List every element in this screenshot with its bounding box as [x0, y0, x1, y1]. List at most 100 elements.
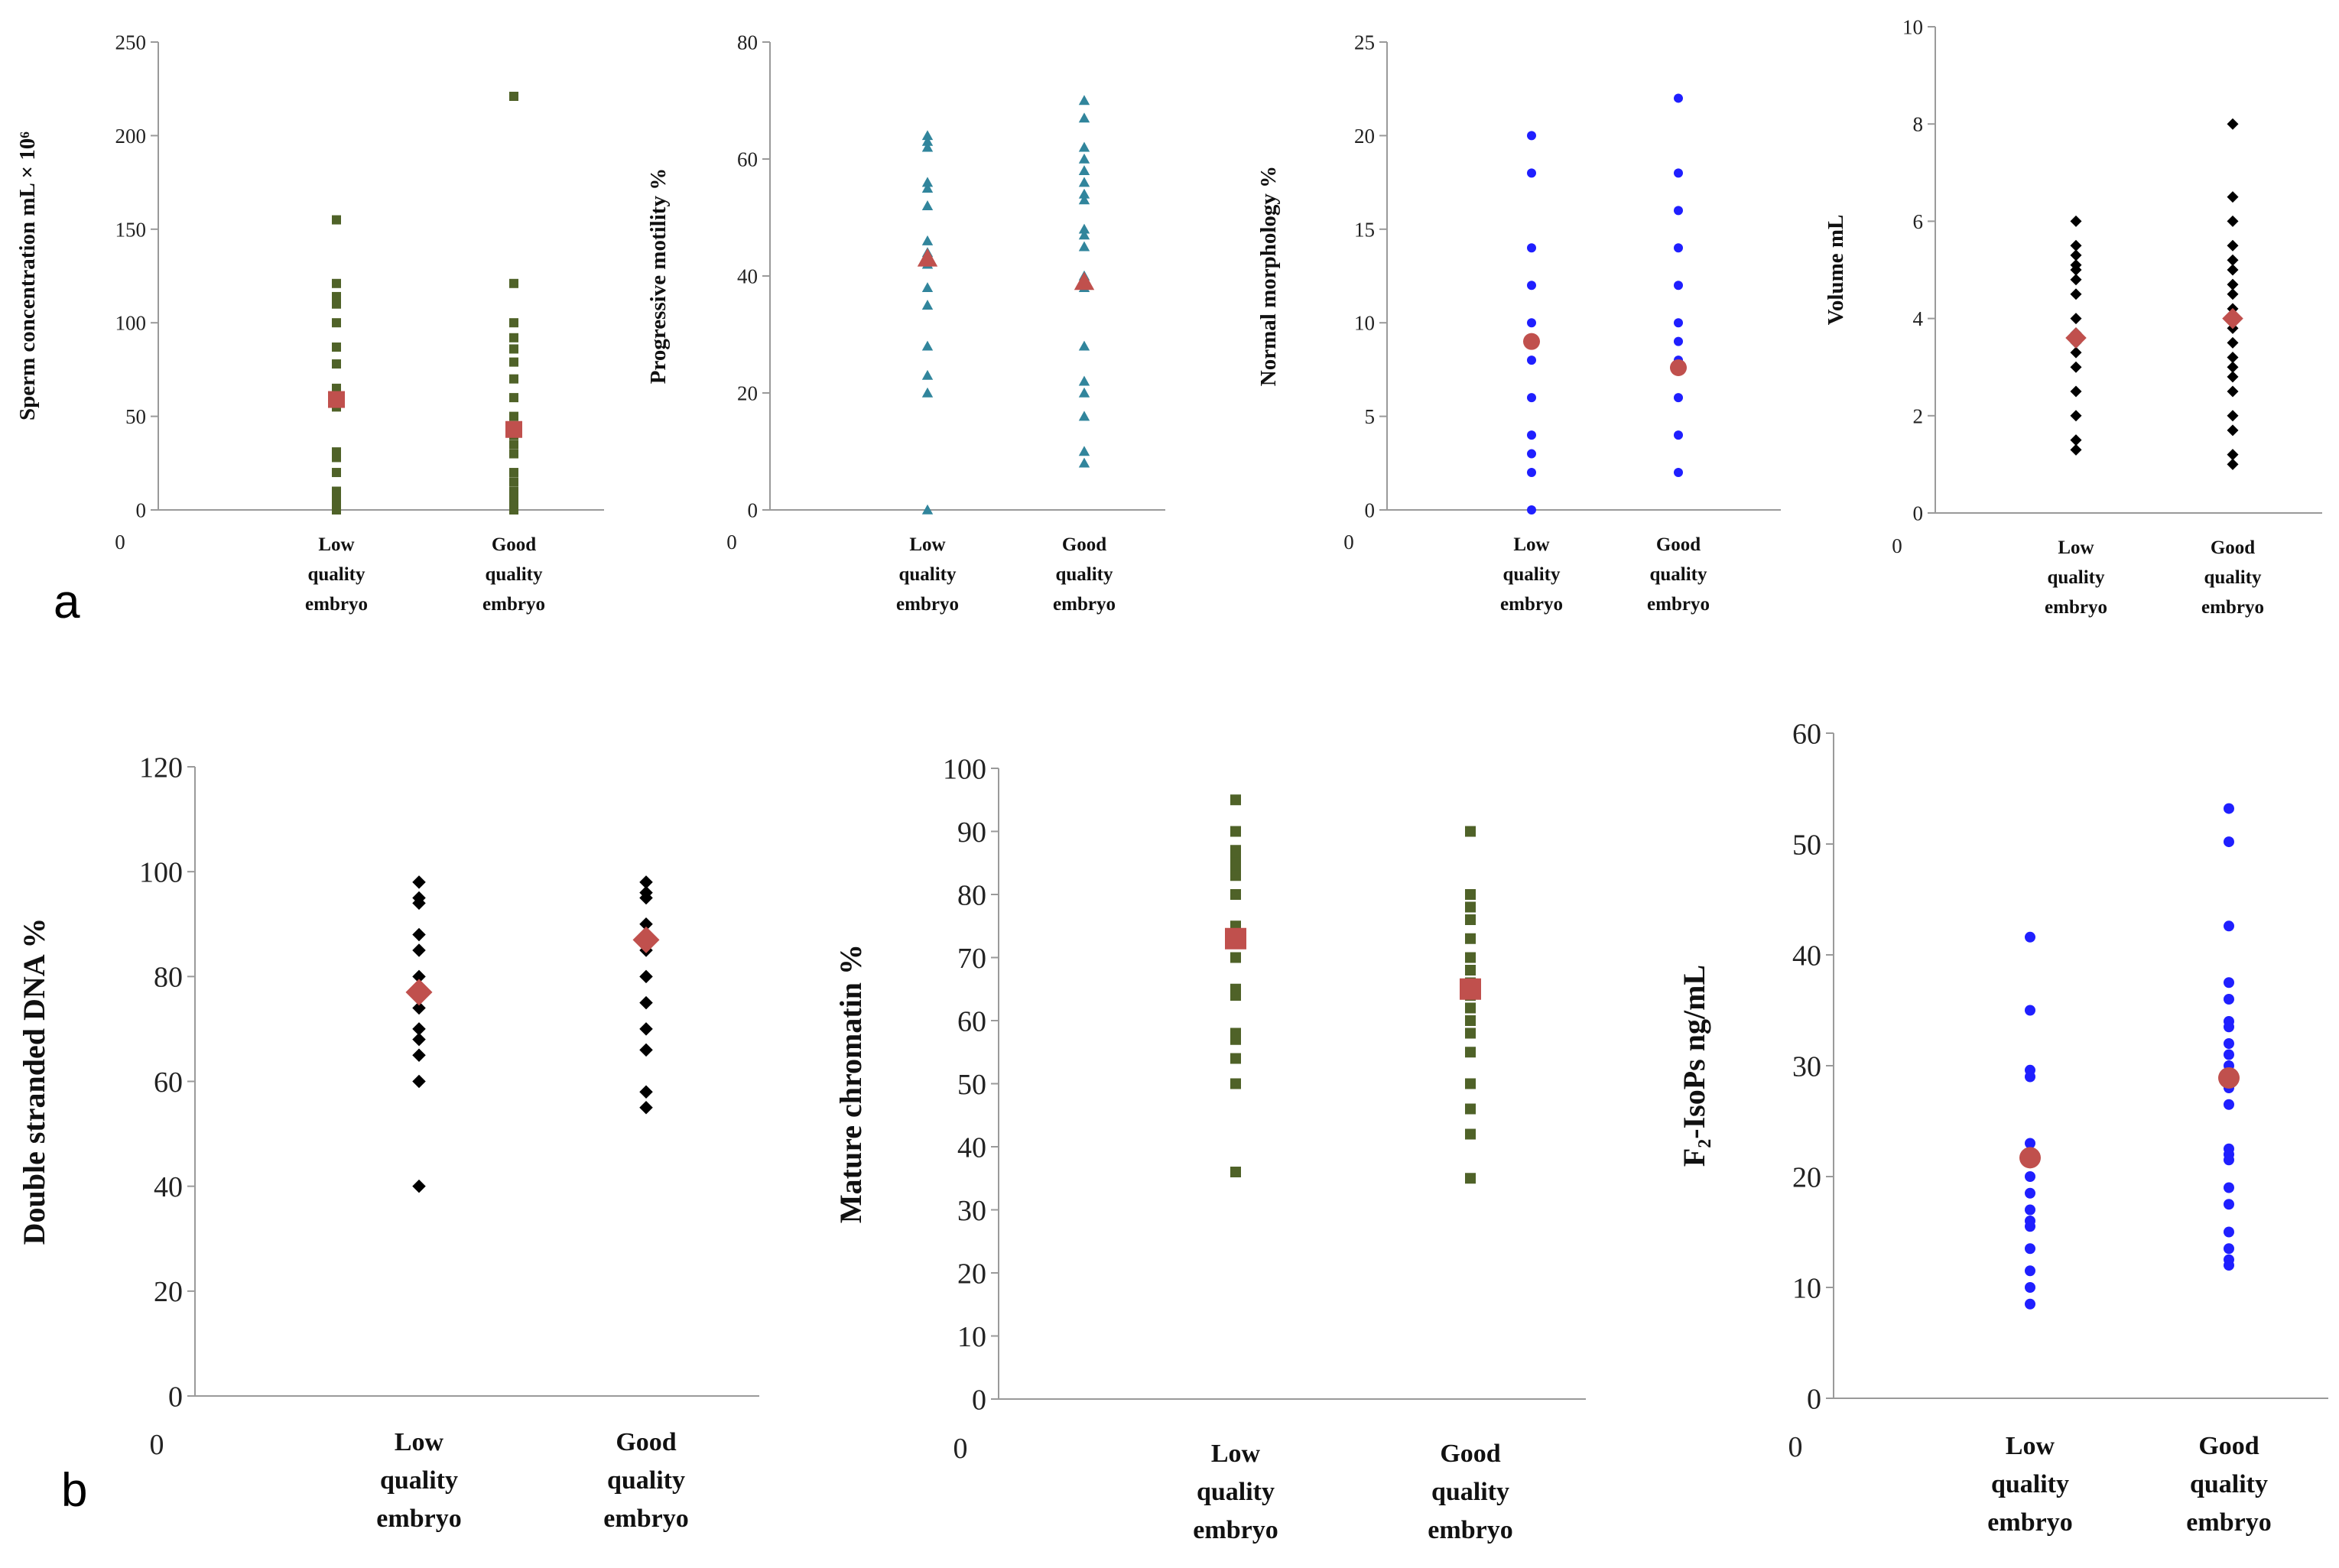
- data-point: [1230, 870, 1241, 881]
- data-point: [2070, 313, 2082, 325]
- category-label-low: embryo: [1193, 1516, 1278, 1544]
- y-tick-label: 0: [1913, 502, 1924, 524]
- data-point: [1527, 318, 1536, 328]
- category-label-good: quality: [1055, 564, 1113, 585]
- data-point: [1674, 393, 1683, 403]
- category-label-low: embryo: [1500, 594, 1563, 615]
- y-tick-label: 0: [136, 498, 147, 521]
- data-point: [2025, 1243, 2035, 1255]
- category-label-low: Low: [909, 534, 945, 555]
- y-tick-label: 6: [1913, 210, 1924, 233]
- data-point: [639, 1085, 653, 1099]
- data-point: [1078, 177, 1090, 187]
- data-point: [332, 299, 341, 309]
- data-point: [2224, 803, 2234, 814]
- x-origin-label: 0: [115, 531, 125, 554]
- data-point: [1230, 826, 1241, 837]
- data-point: [921, 183, 934, 193]
- data-point: [332, 383, 341, 393]
- category-label-good: embryo: [2186, 1508, 2271, 1537]
- category-label-good: quality: [2204, 567, 2262, 588]
- y-tick-label: 250: [115, 31, 147, 54]
- y-tick-label: 20: [1792, 1161, 1821, 1193]
- data-point: [2224, 1199, 2234, 1210]
- y-tick-label: 50: [1792, 829, 1821, 861]
- data-point: [1527, 243, 1536, 253]
- data-point: [2224, 1049, 2234, 1060]
- y-tick-label: 100: [943, 753, 986, 785]
- data-point: [2227, 264, 2239, 276]
- data-point: [412, 1032, 426, 1047]
- series-low: [332, 215, 341, 515]
- category-label-good: embryo: [1647, 594, 1710, 615]
- y-tick-label: 0: [1807, 1383, 1821, 1415]
- x-origin-label: 0: [150, 1429, 164, 1461]
- data-point: [1078, 229, 1090, 240]
- data-point: [1527, 505, 1536, 515]
- data-point: [1078, 112, 1090, 123]
- mean-marker-low: [328, 391, 345, 408]
- data-point: [332, 291, 341, 301]
- series-good: [1674, 93, 1683, 478]
- data-point: [509, 411, 518, 421]
- y-axis-title: Double stranded DNA %: [17, 918, 51, 1245]
- y-axis-title: F₂-IsoPs ng/mL: [1677, 965, 1711, 1167]
- data-point: [2025, 931, 2035, 943]
- category-label-good: quality: [485, 564, 543, 585]
- data-point: [1674, 318, 1683, 328]
- y-tick-label: 10: [957, 1321, 986, 1353]
- y-tick-label: 60: [737, 148, 758, 170]
- data-point: [509, 333, 518, 342]
- mean-marker-good: [1074, 271, 1095, 291]
- data-point: [2227, 288, 2239, 300]
- data-point: [1465, 1027, 1476, 1039]
- data-point: [2227, 458, 2239, 470]
- data-point: [1465, 1103, 1476, 1115]
- category-label-low: quality: [2047, 567, 2105, 588]
- y-tick-label: 60: [957, 1005, 986, 1037]
- data-point: [639, 1022, 653, 1036]
- data-point: [1465, 933, 1476, 944]
- y-tick-label: 4: [1913, 307, 1924, 330]
- category-label-good: Good: [1656, 534, 1701, 555]
- data-point: [412, 1022, 426, 1036]
- y-tick-label: 80: [154, 962, 183, 994]
- category-label-low: quality: [1197, 1478, 1275, 1506]
- category-label-good: quality: [607, 1466, 685, 1495]
- chart-f2-isoprostanes: 0 10 20 30 40 50 60 0 Low quality embryo Good qualit…: [1677, 718, 2328, 1537]
- series-good: [2227, 118, 2239, 470]
- data-point: [1230, 1167, 1241, 1177]
- mean-marker-good: [632, 926, 660, 953]
- data-point: [1078, 194, 1090, 205]
- category-label-good: embryo: [603, 1505, 688, 1533]
- chart-double-stranded-dna: 0 20 40 60 80 100 120 0 Low quality embryo Good qual…: [17, 752, 759, 1533]
- y-tick-label: 60: [154, 1066, 183, 1099]
- y-tick-label: 30: [957, 1195, 986, 1227]
- chart-volume: 0 2 4 6 8 10 0 Low quality embryo Good quality embry…: [1824, 15, 2322, 618]
- data-point: [1230, 889, 1241, 900]
- data-point: [332, 468, 341, 478]
- data-point: [1078, 411, 1090, 421]
- data-point: [1465, 1173, 1476, 1184]
- panel-label-a: a: [54, 576, 80, 628]
- data-point: [2224, 1021, 2234, 1033]
- data-point: [921, 340, 934, 351]
- data-point: [2025, 1298, 2035, 1310]
- data-point: [2224, 1226, 2234, 1238]
- y-tick-label: 50: [125, 405, 146, 428]
- y-tick-label: 50: [957, 1069, 986, 1101]
- category-label-low: embryo: [2045, 597, 2107, 618]
- data-point: [2227, 239, 2239, 252]
- data-point: [332, 318, 341, 328]
- data-point: [1465, 826, 1476, 837]
- x-origin-label: 0: [726, 531, 737, 554]
- data-point: [2224, 1260, 2234, 1271]
- panel-label-b: b: [61, 1464, 87, 1517]
- data-point: [1230, 952, 1241, 963]
- category-label-low: embryo: [376, 1505, 461, 1533]
- y-axis-title: Sperm concentration mL × 10⁶: [15, 131, 40, 420]
- data-point: [639, 917, 653, 931]
- y-tick-label: 60: [1792, 718, 1821, 750]
- data-point: [2227, 424, 2239, 437]
